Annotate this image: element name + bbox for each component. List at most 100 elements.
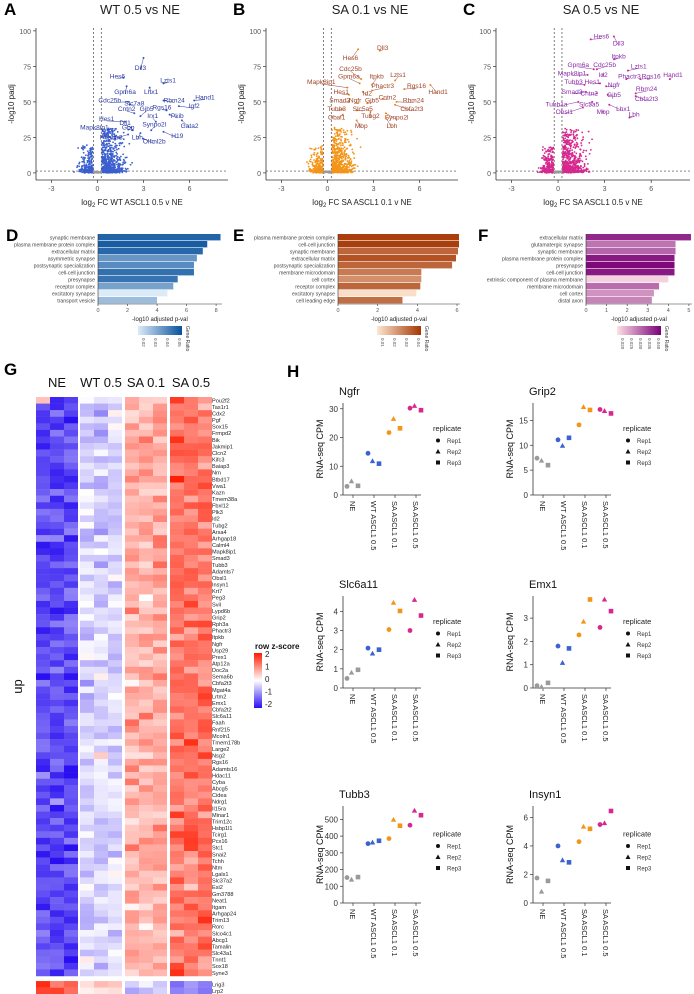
heatmap-cell (94, 811, 108, 819)
heatmap-cell (80, 765, 94, 773)
bar (586, 276, 669, 283)
data-point (335, 140, 338, 142)
heatmap-cell (50, 981, 64, 988)
heatmap-cell (153, 883, 167, 891)
heatmap-cell (184, 423, 198, 431)
heatmap-cell (80, 699, 94, 707)
heatmap-cell (80, 824, 94, 832)
data-point (567, 151, 570, 154)
data-point (333, 132, 336, 135)
row-gene-label: Arsa4 (212, 530, 227, 536)
heatmap-cell (50, 837, 64, 845)
heatmap-cell (184, 804, 198, 812)
heatmap-cell (184, 535, 198, 542)
heatmap-cell (139, 936, 153, 944)
replicate-point (608, 608, 614, 614)
data-point (106, 167, 109, 170)
data-point (584, 169, 586, 172)
data-point (582, 149, 585, 152)
heatmap-cell (80, 804, 94, 812)
heatmap-cell (50, 897, 64, 904)
colorbar-tick-label: 0.035 (647, 338, 652, 350)
y-axis-label: -log10 padj (467, 84, 476, 124)
replicate-point (348, 876, 355, 882)
heatmap-cell (94, 607, 108, 615)
legend-label: Rep2 (447, 856, 462, 862)
data-point (353, 163, 355, 166)
data-point (122, 161, 125, 164)
heatmap-cell (80, 535, 94, 542)
heatmap-cell (94, 726, 108, 733)
data-point (337, 166, 340, 168)
heatmap-cell (184, 502, 198, 510)
heatmap-cell (94, 660, 108, 667)
gene-label: Hes1 (99, 116, 115, 123)
heatmap-cell (94, 436, 108, 444)
heatmap-cell (125, 936, 139, 944)
heatmap-cell (125, 693, 139, 700)
data-point (353, 157, 356, 159)
row-gene-label: Cyba (212, 780, 226, 786)
heatmap-cell (153, 627, 167, 635)
heatmap-cell (80, 785, 94, 792)
data-point (575, 129, 578, 131)
label-leader (350, 49, 359, 60)
heatmap-cell (170, 804, 184, 812)
category-label: postsynaptic specialization (274, 263, 336, 269)
data-point (566, 155, 569, 158)
heatmap-cell (170, 627, 184, 635)
heatmap-cell (80, 581, 94, 589)
heatmap-cell (36, 897, 50, 904)
heatmap-cell (36, 870, 50, 878)
data-point (580, 155, 583, 157)
heatmap-cell (50, 522, 64, 529)
x-tick-label: WT ASCL1 0.5 (369, 909, 378, 958)
row-gene-label: Tmem178b (212, 740, 240, 746)
row-gene-label: Mgat4a (212, 688, 232, 694)
bar (98, 269, 194, 276)
row-gene-label: Slc43a1 (212, 951, 232, 957)
heatmap-cell (108, 673, 122, 681)
data-point (331, 156, 334, 159)
data-point (571, 168, 574, 171)
heatmap-cell (153, 877, 167, 885)
data-point (125, 170, 128, 173)
data-point (345, 133, 348, 136)
data-point (76, 164, 79, 167)
heatmap-cell (125, 726, 139, 733)
data-point (118, 158, 120, 161)
heatmap-cell (153, 535, 167, 542)
category-label: cell cortex (560, 291, 584, 297)
heatmap-cell (64, 837, 78, 845)
heatmap-cell (170, 739, 184, 746)
heatmap-cell (50, 548, 64, 556)
heatmap-cell (108, 910, 122, 918)
heatmap-cell (198, 732, 212, 740)
y-tick-label: 300 (325, 849, 339, 858)
data-point (562, 158, 564, 161)
label-leader (356, 110, 363, 112)
heatmap-cell (153, 929, 167, 937)
heatmap-cell (94, 574, 108, 582)
heatmap-cell (139, 752, 153, 760)
data-point (577, 157, 579, 160)
heatmap-cell (36, 778, 50, 786)
heatmap-cell (64, 436, 78, 444)
replicate-point (597, 625, 603, 630)
data-point (588, 141, 591, 144)
heatmap-cell (36, 449, 50, 457)
heatmap-cell (50, 936, 64, 944)
heatmap-cell (108, 864, 122, 871)
data-point (537, 167, 540, 169)
data-point (73, 171, 75, 173)
gene-label: Lzts1 (631, 63, 647, 70)
heatmap-cell (36, 554, 50, 562)
x-axis-label: log2 FC WT ASCL1 0.5 v NE (81, 198, 182, 209)
data-point (104, 171, 107, 174)
heatmap-cell (198, 403, 212, 411)
replicate-point (344, 676, 350, 681)
data-point (580, 169, 583, 172)
row-gene-label: Hdac11 (212, 773, 231, 779)
label-leader (606, 85, 614, 88)
data-point (123, 145, 126, 148)
